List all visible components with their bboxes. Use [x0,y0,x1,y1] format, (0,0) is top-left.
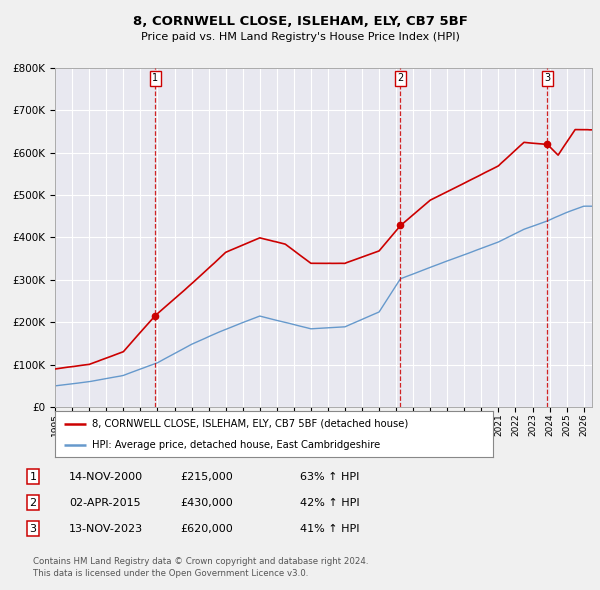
Text: 2: 2 [29,498,37,507]
Text: Contains HM Land Registry data © Crown copyright and database right 2024.: Contains HM Land Registry data © Crown c… [33,558,368,566]
Text: This data is licensed under the Open Government Licence v3.0.: This data is licensed under the Open Gov… [33,569,308,578]
Text: 8, CORNWELL CLOSE, ISLEHAM, ELY, CB7 5BF (detached house): 8, CORNWELL CLOSE, ISLEHAM, ELY, CB7 5BF… [92,419,409,429]
Text: £430,000: £430,000 [180,498,233,507]
Text: 8, CORNWELL CLOSE, ISLEHAM, ELY, CB7 5BF: 8, CORNWELL CLOSE, ISLEHAM, ELY, CB7 5BF [133,15,467,28]
Text: 41% ↑ HPI: 41% ↑ HPI [300,524,359,533]
Text: 3: 3 [544,73,550,83]
Text: 1: 1 [29,472,37,481]
Text: 3: 3 [29,524,37,533]
Text: £620,000: £620,000 [180,524,233,533]
Text: HPI: Average price, detached house, East Cambridgeshire: HPI: Average price, detached house, East… [92,440,380,450]
Text: 14-NOV-2000: 14-NOV-2000 [69,472,143,481]
Text: 1: 1 [152,73,158,83]
Text: Price paid vs. HM Land Registry's House Price Index (HPI): Price paid vs. HM Land Registry's House … [140,32,460,42]
Text: 42% ↑ HPI: 42% ↑ HPI [300,498,359,507]
Text: 2: 2 [397,73,404,83]
Text: 63% ↑ HPI: 63% ↑ HPI [300,472,359,481]
Text: 02-APR-2015: 02-APR-2015 [69,498,140,507]
Text: £215,000: £215,000 [180,472,233,481]
Text: 13-NOV-2023: 13-NOV-2023 [69,524,143,533]
